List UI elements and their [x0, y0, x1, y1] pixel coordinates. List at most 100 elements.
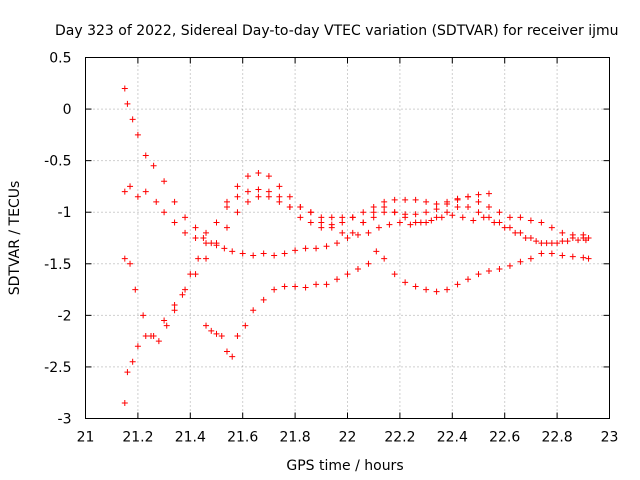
series-series-5	[203, 248, 592, 360]
data-point	[161, 317, 168, 324]
data-point	[381, 204, 388, 211]
data-point	[203, 322, 210, 329]
data-point	[360, 209, 367, 216]
data-point	[281, 283, 288, 290]
data-point	[302, 245, 309, 252]
data-point	[250, 307, 257, 314]
data-point	[234, 209, 241, 216]
data-point	[179, 291, 186, 298]
data-point	[265, 173, 272, 180]
data-point	[533, 238, 540, 245]
data-point	[527, 235, 534, 241]
data-point	[150, 162, 157, 169]
x-tick-label: 21.4	[175, 430, 206, 446]
data-point	[475, 271, 482, 278]
data-point	[213, 330, 220, 337]
data-point	[485, 204, 492, 211]
data-point	[569, 253, 576, 260]
data-point	[496, 209, 503, 216]
data-point	[255, 186, 262, 193]
data-point	[318, 224, 325, 231]
data-point	[192, 224, 199, 231]
data-point	[318, 219, 325, 226]
data-point	[412, 211, 419, 218]
data-point	[517, 214, 524, 221]
data-point	[182, 214, 189, 221]
data-point	[281, 250, 288, 257]
data-point	[292, 283, 299, 290]
data-point	[501, 224, 508, 231]
data-point	[396, 219, 403, 226]
data-point	[423, 219, 430, 226]
x-tick-label: 23	[601, 430, 619, 446]
data-point	[129, 116, 136, 123]
data-point	[538, 219, 545, 226]
data-point	[433, 200, 440, 207]
data-point	[449, 212, 456, 219]
data-point	[161, 209, 168, 216]
data-point	[454, 281, 461, 288]
data-point	[328, 214, 335, 221]
data-point	[286, 204, 293, 211]
data-point	[354, 265, 361, 272]
data-point	[221, 245, 228, 252]
data-point	[465, 204, 472, 211]
data-point	[203, 240, 210, 247]
data-point	[496, 219, 503, 226]
data-point	[124, 369, 131, 376]
y-tick-label: 0.5	[49, 51, 71, 67]
data-point	[187, 271, 194, 278]
data-point	[433, 206, 440, 213]
data-point	[297, 204, 304, 211]
data-point	[134, 193, 141, 200]
data-point	[171, 219, 178, 226]
data-point	[297, 214, 304, 221]
data-point	[365, 229, 372, 236]
data-point	[506, 224, 513, 231]
data-point	[124, 100, 131, 107]
data-point	[517, 229, 524, 236]
data-point	[121, 188, 128, 195]
data-point	[548, 240, 555, 247]
data-point	[218, 332, 225, 339]
data-point	[200, 235, 207, 241]
x-tick-label: 21	[77, 430, 95, 446]
data-point	[171, 198, 178, 205]
data-point	[307, 219, 314, 226]
data-point	[391, 196, 398, 203]
data-point	[223, 198, 230, 205]
data-point	[365, 260, 372, 267]
data-point	[370, 209, 377, 216]
data-point	[244, 173, 251, 180]
data-point	[512, 229, 519, 236]
data-point	[548, 250, 555, 257]
data-points	[121, 85, 592, 407]
data-point	[465, 276, 472, 283]
data-point	[234, 193, 241, 200]
data-point	[203, 255, 210, 262]
data-point	[129, 358, 136, 365]
x-tick-label: 22	[339, 430, 357, 446]
y-tick-label: -1.5	[44, 257, 71, 273]
data-point	[121, 85, 128, 92]
data-point	[313, 245, 320, 252]
plot-frame	[85, 57, 610, 419]
series-series-3	[121, 170, 587, 345]
y-tick-label: -3	[58, 412, 72, 428]
data-point	[192, 271, 199, 278]
data-point	[370, 204, 377, 211]
x-tick-label: 22.6	[489, 430, 520, 446]
data-point	[195, 255, 202, 262]
data-point	[134, 343, 141, 350]
data-point	[223, 224, 230, 231]
data-point	[559, 238, 566, 245]
data-point	[318, 214, 325, 221]
data-point	[444, 209, 451, 216]
data-point	[485, 190, 492, 197]
data-point	[260, 250, 267, 257]
data-point	[192, 235, 199, 241]
data-point	[208, 327, 215, 334]
data-point	[127, 260, 134, 267]
data-point	[349, 229, 356, 236]
data-point	[475, 191, 482, 198]
